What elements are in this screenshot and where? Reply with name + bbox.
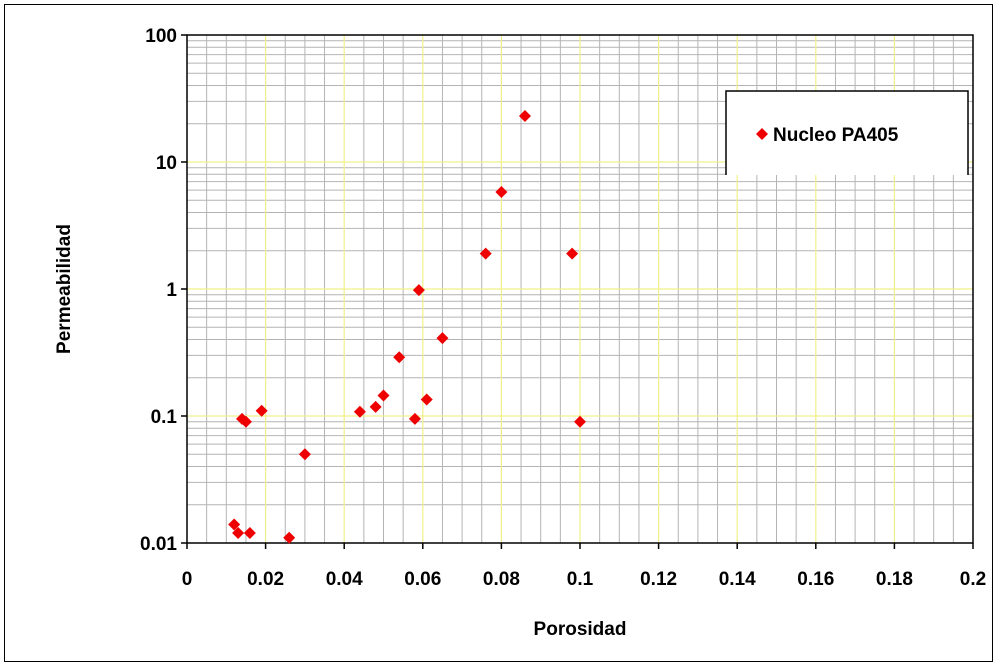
data-point (377, 389, 390, 402)
data-point (232, 526, 245, 539)
x-tick-label: 0.14 (719, 569, 756, 590)
x-tick-labels: 0 0.02 0.04 0.06 0.08 0.1 0.12 0.14 0.16 0.18 0.2 (182, 569, 987, 590)
axes (181, 34, 974, 549)
x-tick-label: 0.2 (960, 569, 986, 590)
x-tick-label: 0.1 (567, 569, 594, 590)
x-tick-label: 0.08 (483, 569, 520, 590)
y-tick-label: 0.1 (151, 407, 178, 428)
y-tick-label: 100 (145, 26, 177, 47)
data-point (518, 110, 531, 123)
legend-label: Nucleo PA405 (773, 125, 899, 146)
x-tick-label: 0 (182, 569, 193, 590)
y-tick-labels: 0.01 0.1 1 10 100 (140, 26, 177, 555)
x-tick-label: 0.18 (876, 569, 913, 590)
x-tick-label: 0.04 (326, 569, 363, 590)
data-point (436, 332, 449, 345)
data-point (479, 247, 492, 260)
data-point (574, 415, 586, 428)
legend-marker-diamond-icon (756, 128, 768, 140)
data-point (412, 284, 425, 297)
data-point (255, 404, 268, 417)
y-tick-label: 0.01 (140, 534, 177, 555)
data-point (353, 405, 366, 418)
data-point (228, 518, 241, 531)
data-point (369, 400, 382, 413)
data-point (495, 186, 508, 199)
data-point (393, 351, 406, 364)
data-point (420, 393, 433, 406)
data-point (243, 526, 256, 539)
legend: Nucleo PA405 (725, 90, 969, 175)
y-tick-label: 1 (166, 280, 177, 301)
data-point (408, 412, 421, 425)
x-tick-label: 0.16 (797, 569, 834, 590)
data-point (239, 415, 252, 428)
y-axis-title: Permeabilidad (54, 224, 75, 354)
x-tick-label: 0.02 (247, 569, 284, 590)
y-tick-label: 10 (156, 153, 177, 174)
x-axis-title: Porosidad (534, 619, 627, 640)
data-point (298, 448, 311, 461)
data-points (228, 110, 586, 544)
x-tick-label: 0.06 (404, 569, 441, 590)
x-tick-label: 0.12 (640, 569, 677, 590)
data-point (283, 531, 296, 544)
legend-box (725, 90, 969, 175)
data-point (566, 247, 579, 260)
